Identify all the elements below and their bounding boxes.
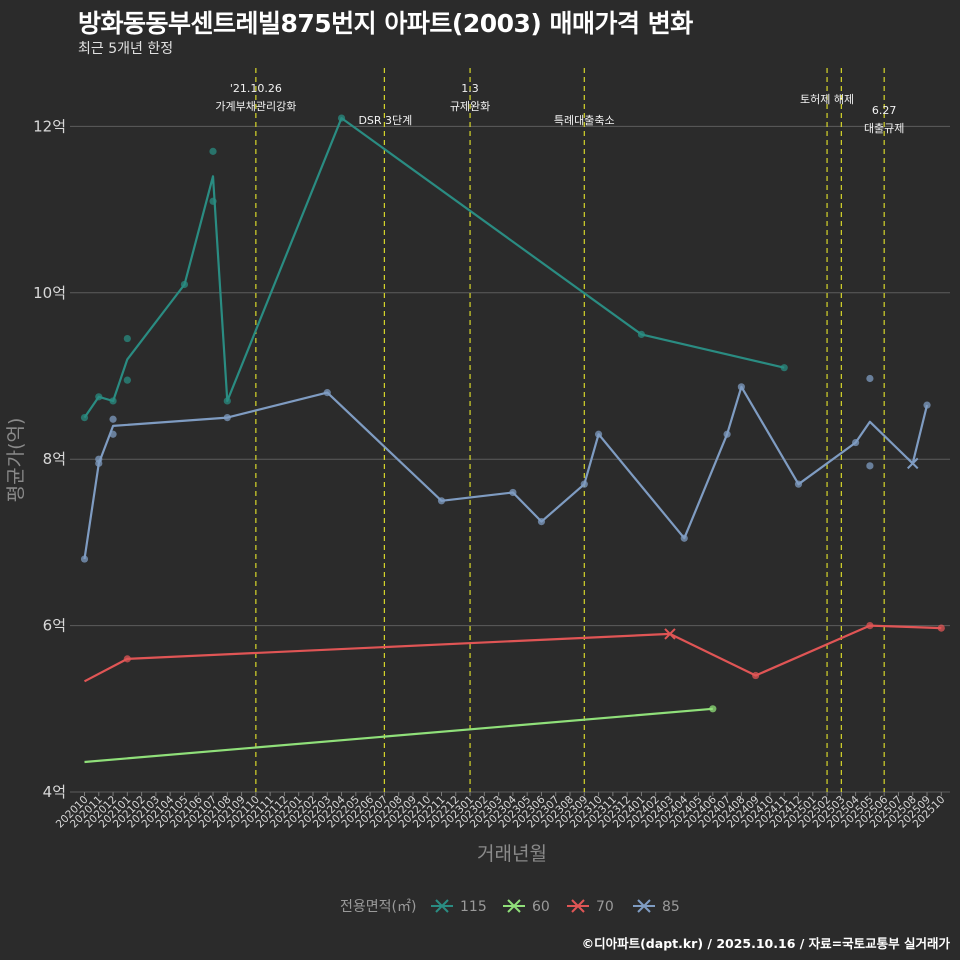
policy-annotation-text: 1.3 <box>461 82 479 95</box>
legend: 전용면적(㎡) 115 60 70 85 <box>340 899 680 915</box>
data-point-115 <box>209 197 217 205</box>
chart-subtitle: 최근 5개년 한정 <box>78 41 174 57</box>
policy-annotation-text: '21.10.26 <box>230 82 282 95</box>
legend-label: 60 <box>532 899 550 915</box>
data-point-85 <box>80 555 89 563</box>
data-point-85 <box>509 488 517 497</box>
legend-item-60[interactable]: 60 <box>503 899 550 915</box>
legend-key-cross <box>571 899 585 913</box>
legend-key-cross <box>637 899 651 913</box>
legend-title: 전용면적(㎡) <box>340 899 416 915</box>
policy-annotation-text: 6.27 <box>872 104 897 117</box>
policy-annotation-text: DSR 3단계 <box>358 114 412 127</box>
policy-annotation-text: 특례대출축소 <box>554 114 615 127</box>
legend-label: 115 <box>460 899 487 915</box>
data-point-85 <box>109 430 117 438</box>
legend-key-cross <box>507 899 521 913</box>
data-point-115 <box>95 393 103 401</box>
policy-annotation-text: 규제완화 <box>450 100 490 113</box>
legend-key-cross <box>435 899 449 913</box>
data-point-115 <box>223 397 231 405</box>
data-point-115 <box>337 114 346 122</box>
cross-marker-85 <box>907 457 919 470</box>
series-lines <box>83 116 942 764</box>
y-tick-label: 6억 <box>43 617 66 635</box>
data-point-85 <box>223 414 231 422</box>
policy-annotation-text: 토허제 해제 <box>800 92 854 106</box>
data-point-85 <box>437 497 446 505</box>
series-line-85 <box>83 385 929 560</box>
legend-item-85[interactable]: 85 <box>633 899 680 915</box>
data-point-115 <box>780 364 788 372</box>
y-tick-label: 12억 <box>33 117 66 135</box>
series-line-70 <box>83 624 942 683</box>
y-tick-label: 8억 <box>43 450 66 468</box>
chart-title: 방화동동부센트레빌875번지 아파트(2003) 매매가격 변화 <box>78 9 693 38</box>
data-point-70 <box>123 655 131 663</box>
data-point-85 <box>680 534 688 542</box>
data-point-85 <box>594 430 603 438</box>
data-point-60 <box>709 705 717 713</box>
footer-credit: ©디아파트(dapt.kr) / 2025.10.16 / 자료=국토교통부 실… <box>581 936 950 951</box>
legend-item-115[interactable]: 115 <box>431 899 487 915</box>
data-point-85 <box>737 383 745 391</box>
x-axis-ticks: 2020102020112020122021012021022021032021… <box>54 792 947 830</box>
series-line-60 <box>84 707 713 764</box>
cross-marker-70 <box>664 628 676 640</box>
data-point-115 <box>180 280 189 289</box>
y-axis-ticks: 4억 6억 8억 10억 12억 <box>33 117 66 801</box>
data-point-85 <box>323 389 331 397</box>
x-axis-title: 거래년월 <box>477 843 547 865</box>
data-point-85 <box>794 480 803 488</box>
data-point-85 <box>866 462 874 470</box>
data-point-115 <box>637 330 646 338</box>
data-point-85 <box>866 374 874 383</box>
series-points <box>80 114 945 713</box>
policy-annotation-text: 가계부채관리강화 <box>215 100 296 113</box>
legend-item-70[interactable]: 70 <box>567 899 614 915</box>
data-point-85 <box>95 455 103 463</box>
y-tick-label: 10억 <box>33 284 66 302</box>
data-point-70 <box>752 671 760 680</box>
data-point-115 <box>123 334 131 343</box>
gridlines <box>70 125 950 793</box>
data-point-115 <box>80 414 89 422</box>
y-tick-label: 4억 <box>43 783 66 801</box>
cross-stroke <box>907 457 919 470</box>
data-point-85 <box>580 480 588 488</box>
data-point-115 <box>209 147 217 155</box>
data-point-70 <box>866 622 874 630</box>
data-point-85 <box>109 415 117 423</box>
data-point-85 <box>537 518 546 526</box>
data-point-85 <box>852 438 860 447</box>
policy-annotation-text: 대출규제 <box>864 122 904 135</box>
cross-stroke <box>664 628 676 640</box>
legend-label: 70 <box>596 899 614 915</box>
data-point-85 <box>923 401 931 409</box>
legend-label: 85 <box>662 899 680 915</box>
data-point-70 <box>937 624 945 632</box>
y-axis-title: 평균가(억) <box>5 418 27 503</box>
data-point-115 <box>109 397 117 405</box>
policy-lines <box>255 68 885 792</box>
data-point-115 <box>123 376 131 384</box>
data-point-85 <box>723 430 731 438</box>
series-line-115 <box>83 116 785 419</box>
